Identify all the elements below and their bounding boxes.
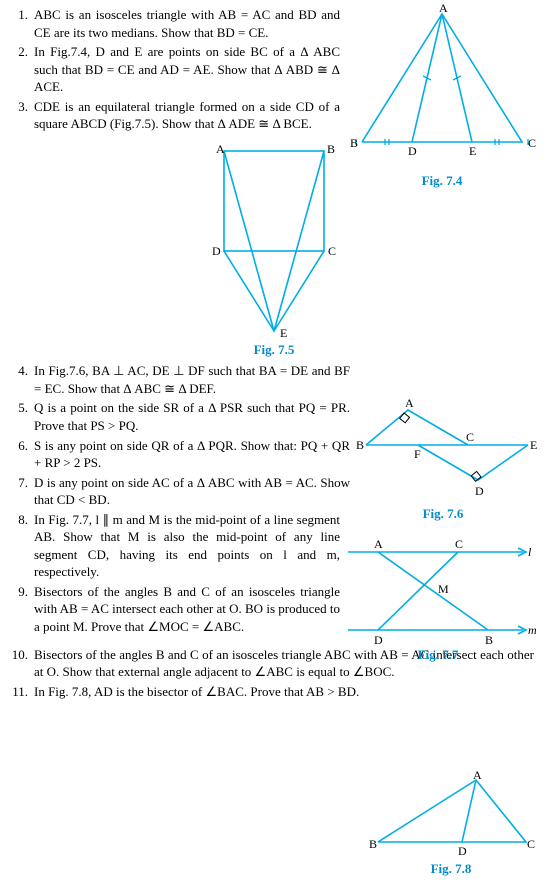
problem-number: 7.: [10, 474, 34, 492]
fig-7-5-caption: Fig. 7.5: [194, 341, 354, 359]
fig-7-4-svg: A B C D E: [342, 2, 542, 172]
vertex-A: A: [473, 770, 482, 782]
vertex-C: C: [455, 537, 463, 551]
problem-1: 1. ABC is an isosceles triangle with AB …: [10, 6, 340, 41]
problem-text: CDE is an equilateral triangle formed on…: [34, 98, 340, 133]
fig-7-4-caption: Fig. 7.4: [342, 172, 542, 190]
vertex-C: C: [527, 837, 535, 851]
problem-number: 5.: [10, 399, 34, 417]
fig-7-6-svg: A B C D E F: [348, 395, 538, 505]
problem-7: 7. D is any point on side AC of a Δ ABC …: [10, 474, 350, 509]
problem-number: 6.: [10, 437, 34, 455]
fig-7-7-svg: A C l M D B m: [338, 530, 538, 650]
problem-4: 4. In Fig.7.6, BA ⊥ AC, DE ⊥ DF such tha…: [10, 362, 350, 397]
problem-2: 2. In Fig.7.4, D and E are points on sid…: [10, 43, 340, 96]
fig-7-5-svg: A B C D E: [194, 141, 354, 341]
vertex-D: D: [458, 844, 467, 858]
vertex-D: D: [212, 244, 221, 258]
vertex-D: D: [374, 633, 383, 647]
problem-text: In Fig. 7.7, l ∥ m and M is the mid-poin…: [34, 511, 340, 581]
problem-11: 11. In Fig. 7.8, AD is the bisector of ∠…: [10, 683, 380, 701]
problem-text: In Fig. 7.8, AD is the bisector of ∠BAC.…: [34, 683, 380, 701]
fig-7-6-caption: Fig. 7.6: [348, 505, 538, 523]
fig-7-7-caption: Fig. 7.7: [338, 646, 538, 664]
vertex-B: B: [350, 136, 358, 150]
problem-number: 3.: [10, 98, 34, 116]
problem-number: 9.: [10, 583, 34, 601]
problem-text: In Fig.7.4, D and E are points on side B…: [34, 43, 340, 96]
problem-text: D is any point on side AC of a Δ ABC wit…: [34, 474, 350, 509]
problem-5: 5. Q is a point on the side SR of a Δ PS…: [10, 399, 350, 434]
vertex-B: B: [369, 837, 377, 851]
vertex-C: C: [328, 244, 336, 258]
problem-number: 11.: [10, 683, 34, 701]
vertex-C: C: [528, 136, 536, 150]
vertex-D: D: [408, 144, 417, 158]
figure-7-7: A C l M D B m Fig. 7.7: [338, 530, 538, 664]
vertex-B: B: [485, 633, 493, 647]
vertex-E: E: [469, 144, 476, 158]
vertex-C: C: [466, 430, 474, 444]
vertex-B: B: [356, 438, 364, 452]
problem-number: 8.: [10, 511, 34, 529]
problem-number: 1.: [10, 6, 34, 24]
figure-7-5: A B C D E Fig. 7.5: [194, 141, 354, 359]
fig-7-8-caption: Fig. 7.8: [366, 860, 536, 878]
line-l: l: [528, 545, 532, 559]
line-m: m: [528, 623, 537, 637]
problem-3: 3. CDE is an equilateral triangle formed…: [10, 98, 340, 133]
figure-7-6: A B C D E F Fig. 7.6: [348, 395, 538, 523]
problem-text: Bisectors of the angles B and C of an is…: [34, 583, 340, 636]
problem-number: 2.: [10, 43, 34, 61]
problem-number: 4.: [10, 362, 34, 380]
figure-7-4: A B C D E Fig. 7.4: [342, 2, 542, 190]
problem-9: 9. Bisectors of the angles B and C of an…: [10, 583, 340, 636]
figure-7-8: A B C D Fig. 7.8: [366, 770, 536, 878]
vertex-B: B: [327, 142, 335, 156]
vertex-A: A: [439, 2, 448, 15]
vertex-A: A: [374, 537, 383, 551]
point-M: M: [438, 582, 449, 596]
vertex-D: D: [475, 484, 484, 498]
vertex-A: A: [405, 396, 414, 410]
vertex-E: E: [280, 326, 287, 340]
problem-6: 6. S is any point on side QR of a Δ PQR.…: [10, 437, 350, 472]
problem-8: 8. In Fig. 7.7, l ∥ m and M is the mid-p…: [10, 511, 340, 581]
problem-text: Q is a point on the side SR of a Δ PSR s…: [34, 399, 350, 434]
vertex-E: E: [530, 438, 537, 452]
problem-text: S is any point on side QR of a Δ PQR. Sh…: [34, 437, 350, 472]
vertex-A: A: [216, 142, 225, 156]
problem-text: In Fig.7.6, BA ⊥ AC, DE ⊥ DF such that B…: [34, 362, 350, 397]
problem-number: 10.: [10, 646, 34, 664]
problem-text: ABC is an isosceles triangle with AB = A…: [34, 6, 340, 41]
fig-7-8-svg: A B C D: [366, 770, 536, 860]
vertex-F: F: [414, 447, 421, 461]
